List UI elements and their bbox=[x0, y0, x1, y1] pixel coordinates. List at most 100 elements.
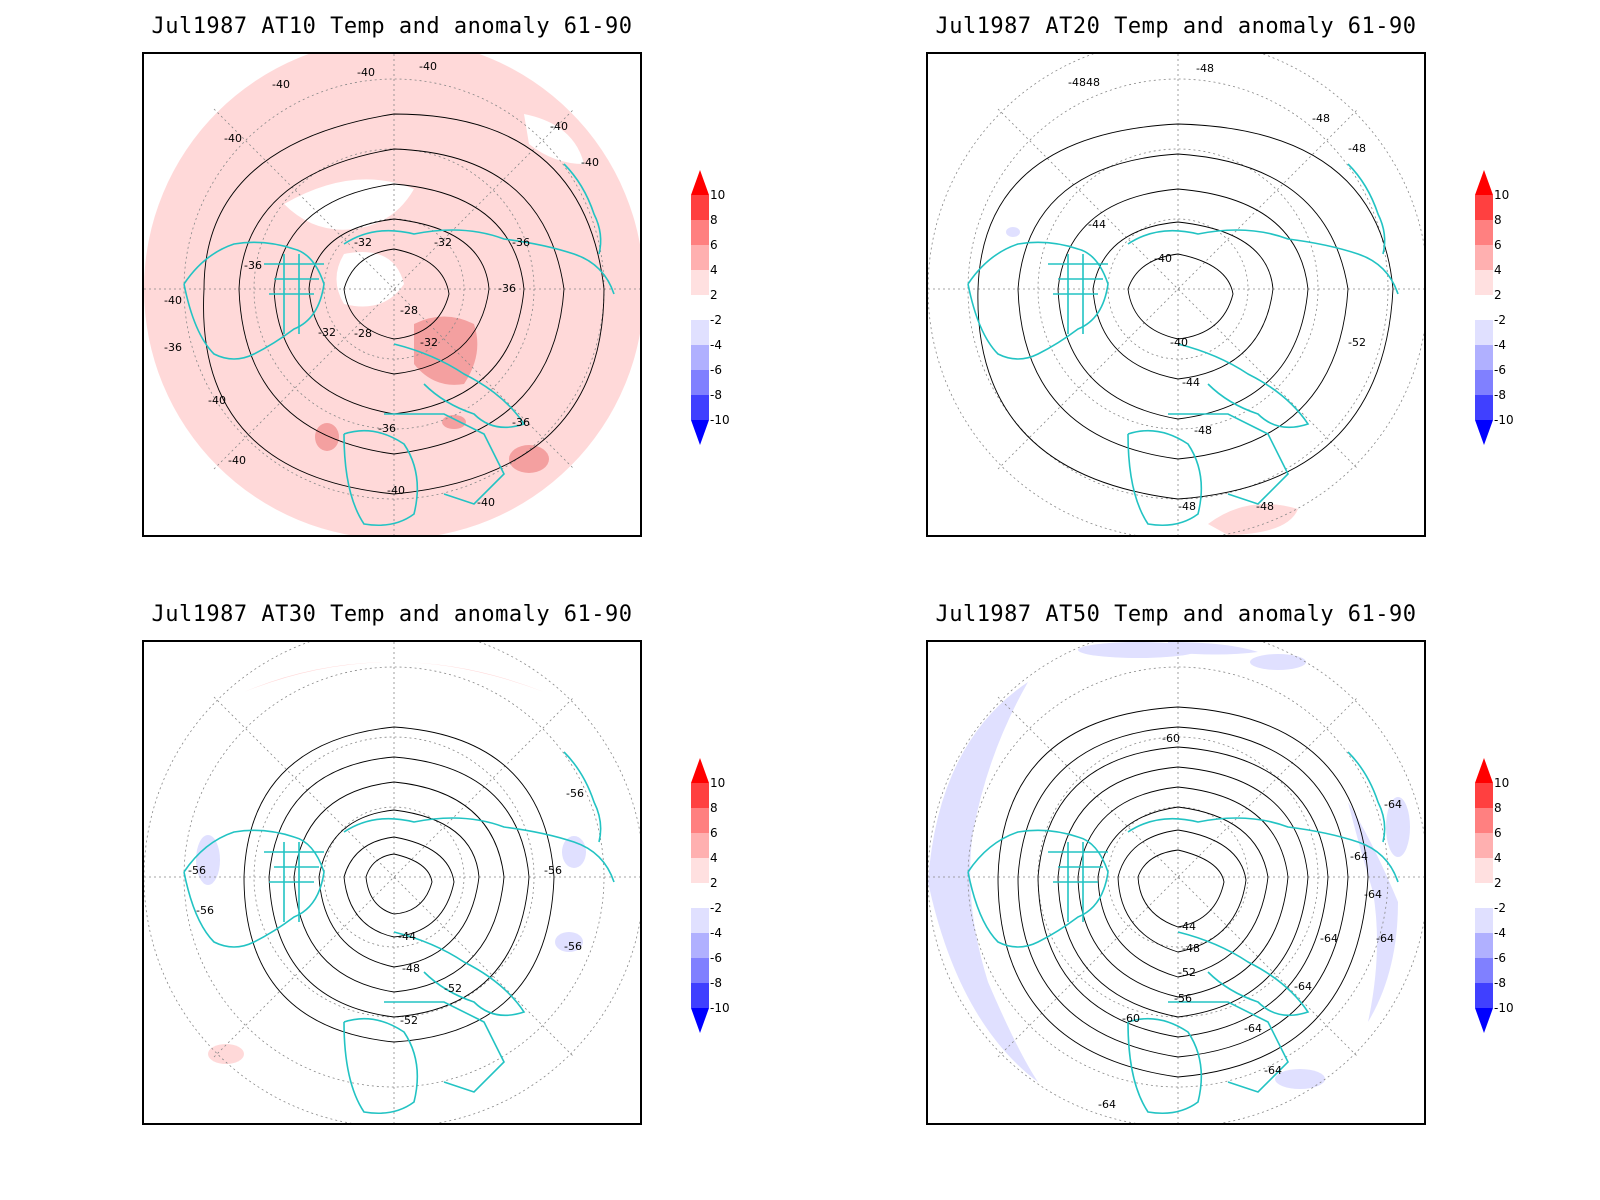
contour-label: -48 bbox=[1256, 500, 1274, 513]
colorbar-tick: 4 bbox=[1494, 851, 1502, 865]
contour-labels: -60 -64 -64 -64 -64 -64 -44 -48 -52 -56 … bbox=[1098, 732, 1402, 1111]
contour-label: -44 bbox=[1182, 376, 1200, 389]
contour-label: -48 bbox=[1348, 142, 1366, 155]
isotherm-contours bbox=[203, 113, 605, 495]
contour-labels: -56 -56 -56 -56 -56 -44 -48 -52 -52 bbox=[188, 787, 584, 1027]
panel-title: Jul1987 AT20 Temp and anomaly 61-90 bbox=[935, 14, 1417, 39]
contour-label: -32 bbox=[434, 236, 452, 249]
colorbar-tick: 6 bbox=[1494, 826, 1502, 840]
contour-label: -52 bbox=[400, 1014, 418, 1027]
contour-label: -40 bbox=[357, 66, 375, 79]
contour-label: -28 bbox=[354, 327, 372, 340]
polar-map-svg: -56 -56 -56 -56 -56 -44 -48 -52 -52 bbox=[144, 642, 640, 1123]
contour-label: -40 bbox=[272, 78, 290, 91]
contour-label: -56 bbox=[196, 904, 214, 917]
colorbar-tick: 4 bbox=[710, 851, 718, 865]
colorbar-tick: -8 bbox=[710, 976, 722, 990]
colorbar-tick: -6 bbox=[1494, 363, 1506, 377]
contour-label: -48 bbox=[1178, 500, 1196, 513]
colorbar-tick: 4 bbox=[710, 263, 718, 277]
contour-label: -52 bbox=[1348, 336, 1366, 349]
colorbar-tick: -6 bbox=[710, 363, 722, 377]
colorbar-tick: 6 bbox=[710, 826, 718, 840]
colorbar-tick: 8 bbox=[1494, 213, 1502, 227]
colorbar-tick: -6 bbox=[710, 951, 722, 965]
colorbar-tick: -4 bbox=[1494, 338, 1506, 352]
contour-label: -44 bbox=[1088, 218, 1106, 231]
coastlines bbox=[183, 163, 615, 527]
colorbar-tick: -4 bbox=[710, 926, 722, 940]
contour-label: -40 bbox=[419, 60, 437, 73]
colorbar-tick: 8 bbox=[710, 801, 718, 815]
contour-label: -40 bbox=[228, 454, 246, 467]
contour-label: -36 bbox=[378, 422, 396, 435]
colorbar-tick: -8 bbox=[1494, 388, 1506, 402]
coastlines bbox=[967, 751, 1399, 1115]
lat-lon-grid bbox=[144, 642, 640, 1123]
colorbar-tick: 2 bbox=[1494, 876, 1502, 890]
colorbar-tick: -4 bbox=[1494, 926, 1506, 940]
isotherm-contours bbox=[243, 726, 555, 1043]
lat-lon-grid bbox=[928, 642, 1424, 1123]
colorbar-tick: -2 bbox=[710, 901, 722, 915]
panel-title: Jul1987 AT10 Temp and anomaly 61-90 bbox=[151, 14, 633, 39]
anomaly-shading bbox=[928, 642, 1410, 1089]
colorbar-legend: 10 8 6 4 2 -2 -4 -6 -8 -10 bbox=[690, 170, 760, 450]
isotherm-contours bbox=[997, 706, 1369, 1078]
contour-label: -60 bbox=[1122, 1012, 1140, 1025]
colorbar-tick: 10 bbox=[710, 188, 726, 202]
contour-label: -64 bbox=[1244, 1022, 1262, 1035]
colorbar-tick: 4 bbox=[1494, 263, 1502, 277]
colorbar-tick: -10 bbox=[710, 1001, 730, 1015]
contour-label: -56 bbox=[544, 864, 562, 877]
polar-map-svg: -4848 -48 -48 -48 -44 -40 -40 -44 -48 -5… bbox=[928, 54, 1424, 535]
colorbar-tick: 2 bbox=[710, 288, 718, 302]
contour-label: -40 bbox=[224, 132, 242, 145]
colorbar-tick: 2 bbox=[710, 876, 718, 890]
colorbar-svg bbox=[1475, 170, 1493, 445]
contour-label: -56 bbox=[188, 864, 206, 877]
contour-label: -44 bbox=[398, 930, 416, 943]
contour-label: -56 bbox=[564, 940, 582, 953]
map-panel-at20: Jul1987 AT20 Temp and anomaly 61-90 bbox=[784, 0, 1584, 600]
colorbar-svg bbox=[691, 170, 709, 445]
colorbar-tick: -2 bbox=[710, 313, 722, 327]
colorbar-tick: 6 bbox=[710, 238, 718, 252]
contour-label: -64 bbox=[1350, 850, 1368, 863]
contour-label: -64 bbox=[1364, 888, 1382, 901]
contour-label: -36 bbox=[512, 236, 530, 249]
colorbar-svg bbox=[691, 758, 709, 1033]
coastlines bbox=[183, 751, 615, 1115]
contour-label: -40 bbox=[1154, 252, 1172, 265]
polar-map: -4848 -48 -48 -48 -44 -40 -40 -44 -48 -5… bbox=[926, 52, 1426, 537]
contour-label: -48 bbox=[1182, 942, 1200, 955]
lat-lon-grid bbox=[928, 54, 1424, 535]
contour-label: -40 bbox=[164, 294, 182, 307]
polar-map-svg: -40 -40 -40 -40 -40 -40 -40 -40 -40 -40 … bbox=[144, 54, 640, 535]
polar-map: -60 -64 -64 -64 -64 -64 -44 -48 -52 -56 … bbox=[926, 640, 1426, 1125]
contour-label: -64 bbox=[1384, 798, 1402, 811]
colorbar-tick: 2 bbox=[1494, 288, 1502, 302]
colorbar-legend: 10 8 6 4 2 -2 -4 -6 -8 -10 bbox=[690, 758, 760, 1038]
contour-label: -64 bbox=[1098, 1098, 1116, 1111]
contour-label: -64 bbox=[1376, 932, 1394, 945]
map-panel-at50: Jul1987 AT50 Temp and anomaly 61-90 bbox=[784, 588, 1584, 1188]
contour-labels: -40 -40 -40 -40 -40 -40 -40 -40 -40 -40 … bbox=[164, 60, 599, 509]
contour-label: -36 bbox=[498, 282, 516, 295]
colorbar-tick: 10 bbox=[1494, 776, 1510, 790]
contour-label: -52 bbox=[1178, 966, 1196, 979]
isotherm-contours bbox=[977, 123, 1394, 500]
contour-label: -44 bbox=[1178, 920, 1196, 933]
colorbar-svg bbox=[1475, 758, 1493, 1033]
contour-label: -4848 bbox=[1068, 76, 1100, 89]
contour-label: -48 bbox=[1194, 424, 1212, 437]
colorbar-tick: -8 bbox=[1494, 976, 1506, 990]
contour-label: -60 bbox=[1162, 732, 1180, 745]
colorbar-tick: 10 bbox=[710, 776, 726, 790]
contour-label: -48 bbox=[402, 962, 420, 975]
contour-label: -40 bbox=[208, 394, 226, 407]
colorbar-tick: 10 bbox=[1494, 188, 1510, 202]
colorbar-tick: -2 bbox=[1494, 901, 1506, 915]
contour-labels: -4848 -48 -48 -48 -44 -40 -40 -44 -48 -5… bbox=[1068, 62, 1366, 513]
colorbar-legend: 10 8 6 4 2 -2 -4 -6 -8 -10 bbox=[1474, 758, 1544, 1038]
